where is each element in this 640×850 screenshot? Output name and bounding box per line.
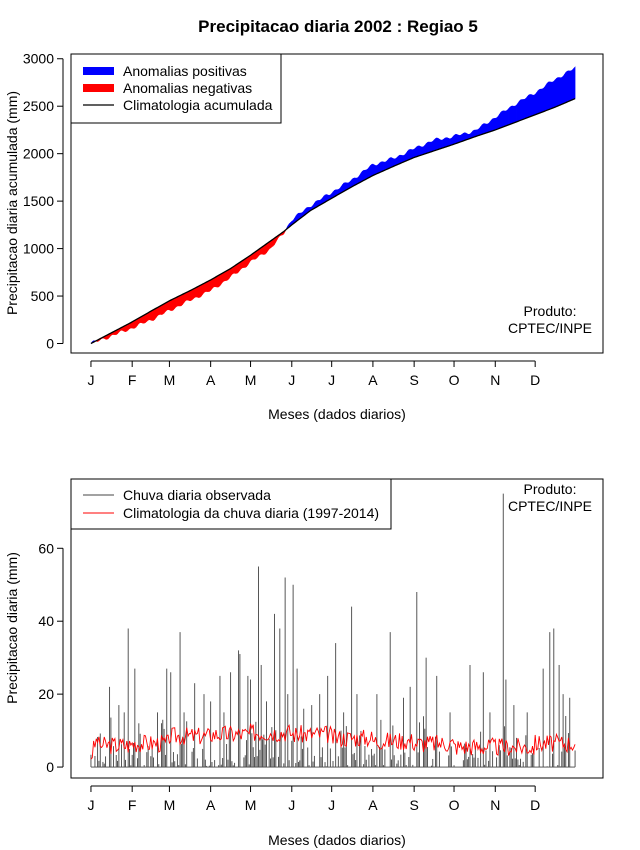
legend-label-observed: Chuva diaria observada	[123, 487, 271, 503]
y-tick-label: 1500	[23, 193, 54, 209]
x-tick-label: D	[530, 372, 540, 388]
x-tick-label: J	[87, 797, 94, 813]
y-tick-label: 3000	[23, 51, 54, 67]
y-tick-label: 60	[38, 540, 54, 556]
y-tick-label: 2500	[23, 98, 54, 114]
daily-climatology-line	[90, 723, 576, 760]
x-tick-label: J	[87, 372, 94, 388]
x-tick-label: M	[245, 372, 257, 388]
bottom-x-axis-label: Meses (dados diarios)	[268, 832, 406, 848]
y-tick-label: 2000	[23, 146, 54, 162]
bottom-legend: Chuva diaria observada Climatologia da c…	[70, 478, 392, 530]
top-annotation-line1: Produto:	[524, 303, 577, 319]
legend-label-climatology: Climatologia acumulada	[123, 97, 273, 113]
x-tick-label: D	[530, 797, 540, 813]
x-tick-label: J	[328, 797, 335, 813]
bottom-plot-area	[90, 493, 576, 768]
x-tick-label: J	[328, 372, 335, 388]
y-tick-label: 500	[31, 288, 55, 304]
x-tick-label: S	[409, 797, 418, 813]
chart-title: Precipitacao diaria 2002 : Regiao 5	[198, 17, 478, 36]
legend-label-negative: Anomalias negativas	[123, 80, 252, 96]
x-tick-label: S	[409, 372, 418, 388]
bottom-legend-box	[70, 478, 392, 530]
top-annotation-line2: CPTEC/INPE	[508, 320, 592, 336]
y-tick-label: 20	[38, 686, 54, 702]
top-y-axis: 0 500 1000 1500 2000 2500 3000	[23, 51, 64, 352]
x-tick-label: J	[288, 797, 295, 813]
x-tick-label: O	[449, 372, 460, 388]
x-tick-label: F	[128, 372, 137, 388]
bottom-annotation-line2: CPTEC/INPE	[508, 498, 592, 514]
top-plot-frame	[70, 53, 604, 354]
x-tick-label: N	[490, 372, 500, 388]
top-legend: Anomalias positivas Anomalias negativas …	[70, 53, 282, 124]
x-tick-label: O	[449, 797, 460, 813]
y-tick-label: 0	[46, 336, 54, 352]
x-tick-label: J	[288, 372, 295, 388]
y-tick-label: 1000	[23, 241, 54, 257]
bottom-y-axis: 0 20 40 60	[38, 540, 64, 775]
x-tick-label: A	[206, 797, 216, 813]
positive-anomaly-segment	[573, 66, 576, 100]
bottom-annotation-line1: Produto:	[524, 481, 577, 497]
x-tick-label: F	[128, 797, 137, 813]
x-tick-label: M	[245, 797, 257, 813]
bottom-y-axis-label: Precipitacao diaria (mm)	[4, 552, 20, 704]
x-tick-label: A	[206, 372, 216, 388]
top-y-axis-label: Precipitacao diaria acumulada (mm)	[4, 91, 20, 315]
x-tick-label: M	[164, 797, 176, 813]
x-tick-label: A	[368, 797, 378, 813]
legend-label-positive: Anomalias positivas	[123, 63, 247, 79]
x-tick-label: M	[164, 372, 176, 388]
legend-label-daily-climatology: Climatologia da chuva diaria (1997-2014)	[123, 505, 379, 521]
y-tick-label: 0	[46, 759, 54, 775]
y-tick-label: 40	[38, 613, 54, 629]
x-tick-label: N	[490, 797, 500, 813]
climatology-cumulative-line	[90, 98, 576, 345]
top-plot-area	[90, 66, 576, 345]
x-tick-label: A	[368, 372, 378, 388]
top-x-axis-label: Meses (dados diarios)	[268, 406, 406, 422]
